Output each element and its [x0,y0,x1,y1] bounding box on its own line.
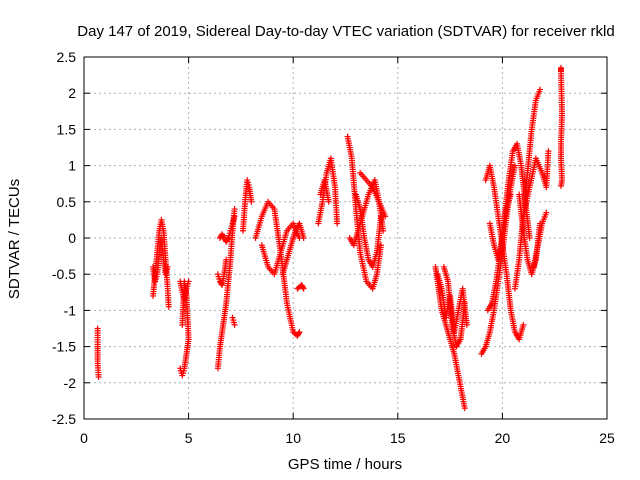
y-tick-label: 2.5 [57,49,77,65]
x-tick-label: 15 [390,430,406,446]
data-segment [557,64,566,189]
data-point [325,198,332,205]
x-tick-label: 25 [599,430,615,446]
y-tick-label: -2.5 [52,411,76,427]
data-segment [279,220,307,278]
data-point [507,191,514,198]
y-tick-label: 0.5 [57,194,77,210]
data-point [300,235,307,241]
data-segment [229,314,238,328]
y-axis-label: SDTVAR / TECUs [6,179,23,299]
data-segment [214,206,238,372]
data-point [543,209,550,216]
data-point [557,182,564,189]
data-segment [440,263,468,350]
data-point [165,303,172,310]
data-points [94,64,566,412]
data-point [334,220,341,227]
data-segment [486,191,514,263]
data-segment [216,213,238,245]
data-segment [252,198,303,339]
data-segment [177,278,192,303]
data-point [231,213,238,220]
data-point [300,285,307,292]
data-segment [150,235,171,285]
data-point [511,162,518,169]
data-segment [239,177,255,234]
data-point [179,321,186,328]
data-point [299,284,306,291]
data-point [520,321,527,328]
data-point [223,256,230,263]
y-tick-label: 0 [68,230,76,246]
data-point [545,148,552,155]
y-tick-label: 2 [68,85,76,101]
x-tick-label: 10 [285,430,301,446]
data-segment [530,209,550,270]
plot-frame [83,56,608,420]
y-tick-label: 1.5 [57,121,77,137]
data-segment [294,282,307,292]
data-point [218,280,225,287]
data-point [224,236,231,243]
y-tick-label: -2 [64,375,77,391]
y-tick-label: -0.5 [52,266,76,282]
data-point [296,329,303,336]
data-point [185,278,192,285]
data-segment [317,177,332,205]
data-segment [520,148,552,220]
data-point [231,321,238,328]
data-point [461,405,468,412]
chart-title: Day 147 of 2019, Sidereal Day-to-day VTE… [77,23,614,40]
x-axis-label: GPS time / hours [288,456,402,473]
data-segment [214,256,230,289]
axis-ticks: 0 5 10 15 20 25 -2.5 -2 -1.5 -1 -0.5 0 0.5 1 1.5 2 2.5 [52,49,615,446]
y-tick-label: 1 [68,158,76,174]
data-point [164,263,171,270]
x-tick-label: 5 [185,430,193,446]
data-point [248,198,255,205]
y-tick-label: -1.5 [52,339,76,355]
data-point [537,86,544,93]
x-tick-label: 0 [80,430,88,446]
data-segment [177,278,192,379]
data-segment [94,325,102,381]
x-tick-label: 20 [495,430,511,446]
data-point [382,213,389,220]
data-point [231,206,238,213]
data-point [526,235,533,241]
data-point [378,242,385,249]
data-point [295,330,302,337]
data-point [461,300,468,307]
y-tick-label: -1 [64,302,77,318]
data-segment [357,169,389,220]
data-segment [352,191,385,270]
data-point [95,374,102,381]
